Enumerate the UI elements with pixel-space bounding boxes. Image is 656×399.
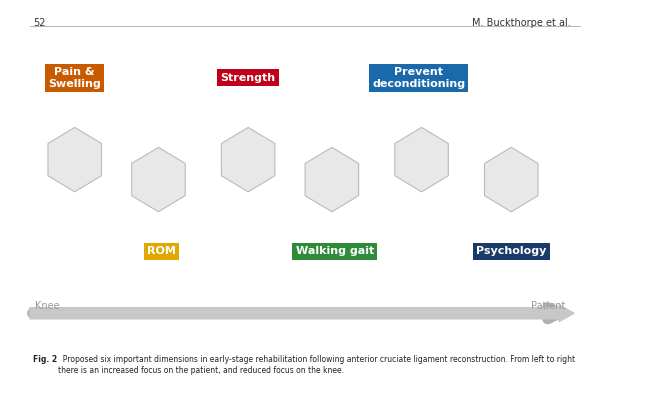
Text: Pain &
Swelling: Pain & Swelling	[49, 67, 101, 89]
Text: 52: 52	[33, 18, 45, 28]
Text: Psychology: Psychology	[476, 246, 546, 257]
Text: Knee: Knee	[35, 301, 59, 311]
Text: Prevent
deconditioning: Prevent deconditioning	[372, 67, 465, 89]
Polygon shape	[48, 127, 102, 192]
Text: Walking gait: Walking gait	[296, 246, 374, 257]
Text: M. Buckthorpe et al.: M. Buckthorpe et al.	[472, 18, 571, 28]
Text: Proposed six important dimensions in early-stage rehabilitation following anteri: Proposed six important dimensions in ear…	[58, 355, 575, 375]
Polygon shape	[132, 147, 185, 212]
Polygon shape	[305, 147, 359, 212]
Text: Strength: Strength	[220, 73, 276, 83]
Text: Patient: Patient	[531, 301, 565, 311]
Polygon shape	[395, 127, 448, 192]
Polygon shape	[221, 127, 275, 192]
FancyArrow shape	[30, 305, 574, 322]
Text: Fig. 2: Fig. 2	[33, 355, 57, 364]
Text: ROM: ROM	[147, 246, 176, 257]
Polygon shape	[485, 147, 538, 212]
